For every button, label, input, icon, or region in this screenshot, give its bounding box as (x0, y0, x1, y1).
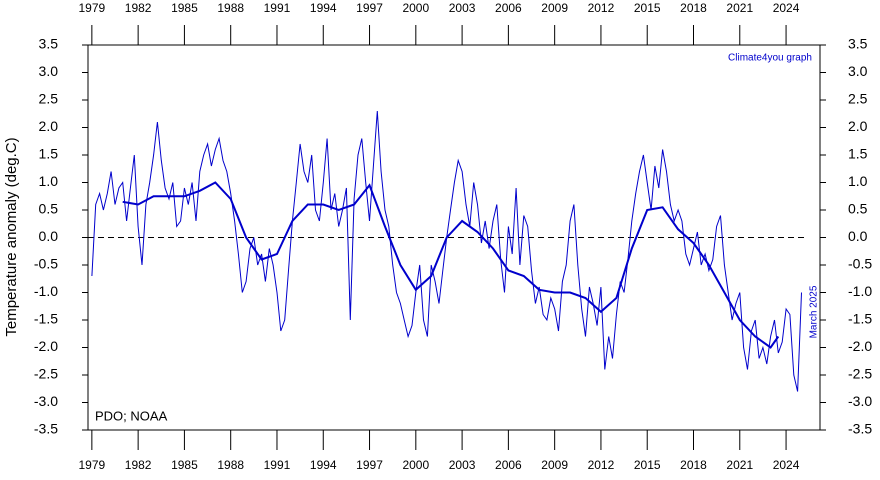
x-tick-label-bottom: 2000 (402, 458, 429, 472)
x-tick-label-top: 1997 (356, 1, 383, 15)
x-tick-label-bottom: 2018 (680, 458, 707, 472)
source-note: PDO; NOAA (95, 408, 168, 423)
y-tick-label-right: -0.5 (848, 256, 872, 272)
y-tick-label-right: 1.0 (848, 173, 868, 189)
x-tick-label-top: 1991 (264, 1, 291, 15)
y-tick-label-right: 0.0 (848, 228, 868, 244)
y-tick-label: -2.0 (34, 338, 58, 354)
y-tick-label: 3.5 (39, 36, 59, 52)
y-tick-label-right: -2.5 (848, 366, 872, 382)
y-tick-label-right: -1.0 (848, 283, 872, 299)
x-tick-label-bottom: 2021 (726, 458, 753, 472)
y-tick-label: 3.0 (39, 63, 59, 79)
x-tick-label-top: 1994 (310, 1, 337, 15)
x-tick-label-top: 1988 (217, 1, 244, 15)
x-tick-label-top: 2024 (773, 1, 800, 15)
y-tick-label: 1.5 (39, 146, 59, 162)
x-tick-label-bottom: 1988 (217, 458, 244, 472)
x-tick-label-top: 2015 (634, 1, 661, 15)
x-tick-label-top: 2000 (402, 1, 429, 15)
y-tick-label: -1.5 (34, 311, 58, 327)
y-tick-label: -3.5 (34, 421, 58, 437)
x-tick-label-top: 2012 (588, 1, 615, 15)
series-line (91, 110, 802, 392)
y-tick-label-right: -2.0 (848, 338, 872, 354)
y-tick-label: -2.5 (34, 366, 58, 382)
y-tick-label: -1.0 (34, 283, 58, 299)
x-tick-label-top: 2018 (680, 1, 707, 15)
x-tick-label-bottom: 2012 (588, 458, 615, 472)
y-tick-label: 1.0 (39, 173, 59, 189)
x-tick-label-top: 2003 (449, 1, 476, 15)
y-tick-label-right: -3.0 (848, 393, 872, 409)
x-tick-label-bottom: 1997 (356, 458, 383, 472)
y-tick-label-right: 1.5 (848, 146, 868, 162)
x-tick-label-bottom: 1994 (310, 458, 337, 472)
y-tick-label: -3.0 (34, 393, 58, 409)
x-tick-label-bottom: 2024 (773, 458, 800, 472)
y-tick-label-right: 2.0 (848, 118, 868, 134)
x-tick-label-top: 1979 (79, 1, 106, 15)
y-tick-label: 2.0 (39, 118, 59, 134)
x-tick-label-bottom: 1991 (264, 458, 291, 472)
y-tick-label: 0.5 (39, 201, 59, 217)
x-tick-label-top: 1982 (125, 1, 152, 15)
credit: Climate4you graph (728, 53, 812, 64)
x-tick-label-bottom: 1985 (171, 458, 198, 472)
date-note: March 2025 (809, 285, 820, 338)
x-tick-label-top: 1985 (171, 1, 198, 15)
x-tick-label-bottom: 2006 (495, 458, 522, 472)
y-tick-label-right: -1.5 (848, 311, 872, 327)
y-tick-label-right: 2.5 (848, 91, 868, 107)
y-tick-label: 2.5 (39, 91, 59, 107)
y-tick-label-right: 3.0 (848, 63, 868, 79)
x-tick-label-bottom: 2009 (541, 458, 568, 472)
y-tick-label-right: -3.5 (848, 421, 872, 437)
y-tick-label-right: 0.5 (848, 201, 868, 217)
y-tick-label-right: 3.5 (848, 36, 868, 52)
x-tick-label-top: 2009 (541, 1, 568, 15)
x-tick-label-top: 2006 (495, 1, 522, 15)
y-tick-label: -0.5 (34, 256, 58, 272)
series-line (122, 181, 780, 349)
y-axis-label: Temperature anomaly (deg.C) (3, 137, 20, 336)
x-tick-label-top: 2021 (726, 1, 753, 15)
y-tick-label: 0.0 (39, 228, 59, 244)
x-tick-label-bottom: 1982 (125, 458, 152, 472)
x-tick-label-bottom: 2003 (449, 458, 476, 472)
x-tick-label-bottom: 1979 (79, 458, 106, 472)
x-tick-label-bottom: 2015 (634, 458, 661, 472)
